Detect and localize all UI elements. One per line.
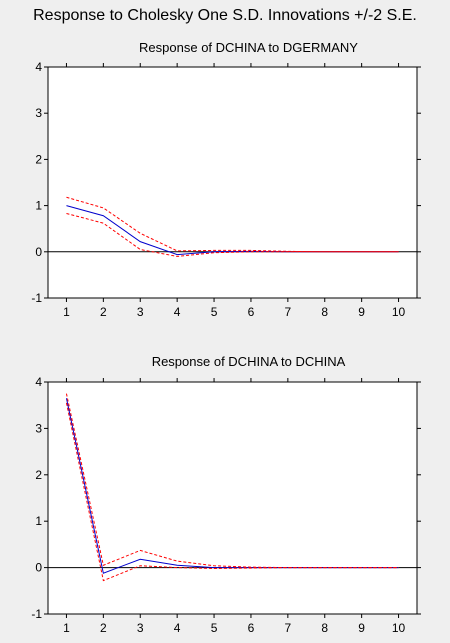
x-tick-label: 9 xyxy=(358,305,365,319)
chart-panel-1: Response of DCHINA to DGERMANY -1 0 1 2 3 4 1 2 3… xyxy=(31,40,421,319)
x-tick-label: 6 xyxy=(248,305,255,319)
x-tick-label: 5 xyxy=(211,621,218,635)
x-tick-label: 4 xyxy=(174,305,181,319)
y-tick-label: 4 xyxy=(35,60,42,74)
y-tick-label: 0 xyxy=(35,561,42,575)
x-tick-label: 3 xyxy=(137,621,144,635)
x-tick-label: 9 xyxy=(358,621,365,635)
x-tick-label: 4 xyxy=(174,621,181,635)
confidence-band-lower xyxy=(66,212,399,257)
y-tick-label: 1 xyxy=(35,514,42,528)
x-tick-label: 7 xyxy=(285,305,292,319)
y-tick-label: 1 xyxy=(35,199,42,213)
y-tick-label: -1 xyxy=(31,291,42,305)
x-tick-label: 6 xyxy=(248,621,255,635)
x-tick-label: 1 xyxy=(63,305,70,319)
x-tick-label: 2 xyxy=(100,621,107,635)
x-tick-label: 10 xyxy=(392,621,406,635)
x-tick-label: 8 xyxy=(321,305,328,319)
y-tick-label: 4 xyxy=(35,375,42,389)
plot-area xyxy=(47,66,418,299)
chart-panel-2: Response of DCHINA to DCHINA -1 0 1 2 3 4 1 2 3 4 5… xyxy=(31,354,421,635)
y-tick-label: 0 xyxy=(35,245,42,259)
y-tick-label: -1 xyxy=(31,607,42,621)
plot-area xyxy=(47,381,418,615)
confidence-band-lower xyxy=(65,402,399,582)
x-tick-label: 3 xyxy=(137,305,144,319)
y-tick-label: 3 xyxy=(35,106,42,120)
y-tick-label: 2 xyxy=(35,468,42,482)
y-tick-label: 2 xyxy=(35,152,42,166)
x-tick-label: 10 xyxy=(392,305,406,319)
chart-title: Response of DCHINA to DCHINA xyxy=(152,354,346,369)
page-title: Response to Cholesky One S.D. Innovation… xyxy=(33,7,417,24)
x-tick-label: 5 xyxy=(211,305,218,319)
x-tick-label: 2 xyxy=(100,305,107,319)
x-tick-label: 8 xyxy=(321,621,328,635)
confidence-band-upper xyxy=(65,393,399,569)
y-tick-label: 3 xyxy=(35,421,42,435)
x-tick-label: 7 xyxy=(285,621,292,635)
chart-title: Response of DCHINA to DGERMANY xyxy=(139,40,358,55)
x-tick-label: 1 xyxy=(63,621,70,635)
